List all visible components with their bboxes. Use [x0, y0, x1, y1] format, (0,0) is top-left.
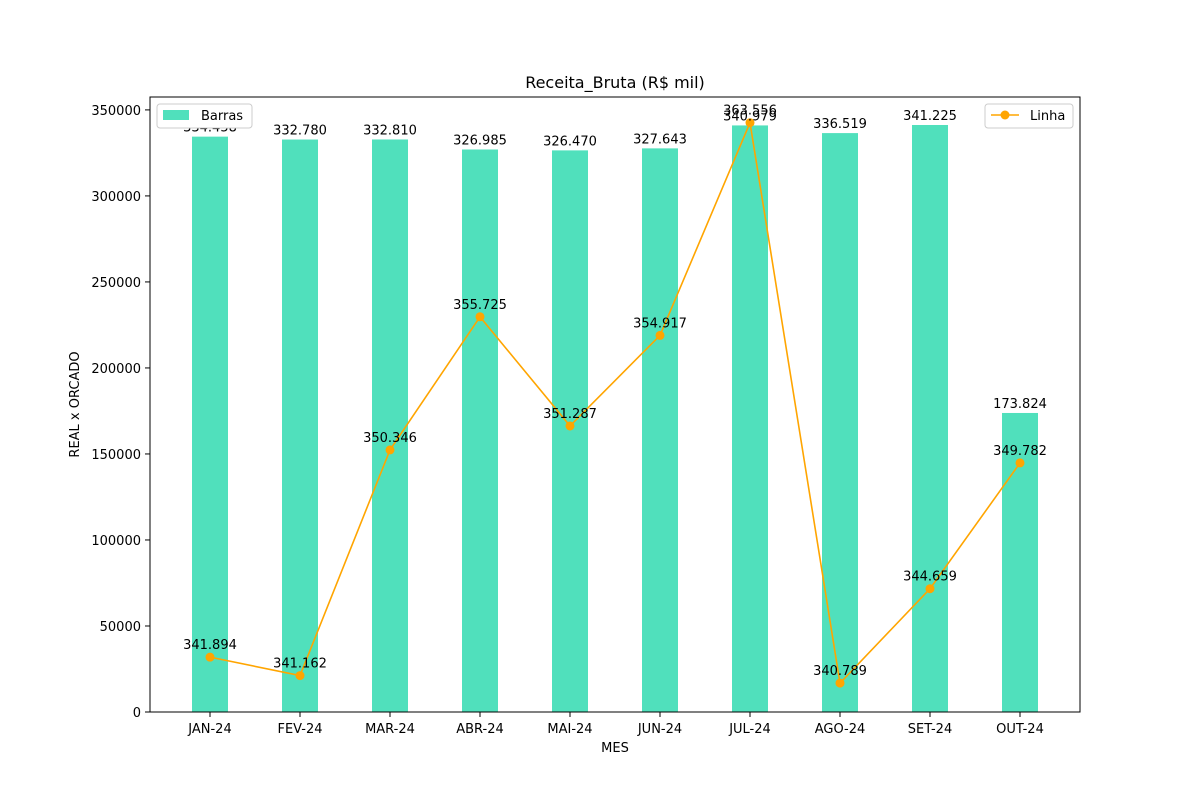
legend-bar-swatch	[163, 110, 189, 120]
bar-label-abr-24: 326.985	[453, 133, 507, 148]
line-label-fev-24: 341.162	[273, 657, 327, 672]
x-tick-label-jun-24: JUN-24	[637, 722, 682, 737]
line-label-jan-24: 341.894	[183, 638, 237, 653]
x-tick-label-jan-24: JAN-24	[187, 722, 231, 737]
bar-label-fev-24: 332.780	[273, 124, 327, 139]
line-label-abr-24: 355.725	[453, 298, 507, 313]
legend-bar-label: Barras	[201, 109, 243, 124]
bar-abr-24	[462, 149, 498, 713]
line-label-out-24: 349.782	[993, 444, 1047, 459]
legend-right: Linha	[984, 103, 1074, 129]
x-axis-title: MES	[601, 741, 629, 756]
x-tick-label-set-24: SET-24	[908, 722, 952, 737]
y-axis-title: REAL x ORCADO	[68, 351, 83, 457]
chart-title: Receita_Bruta (R$ mil)	[525, 73, 705, 93]
legend-line-marker	[1000, 110, 1010, 120]
x-tick-label-jul-24: JUL-24	[728, 722, 771, 737]
bar-jul-24	[732, 125, 768, 713]
bar-label-jul-24: 340.979	[723, 109, 777, 124]
y-tick-label-300000: 300000	[91, 190, 141, 205]
bar-label-ago-24: 336.519	[813, 117, 867, 132]
y-tick-label-200000: 200000	[91, 362, 141, 377]
line-point-abr-24	[475, 312, 485, 322]
line-label-mar-24: 350.346	[363, 431, 417, 446]
bar-jan-24	[192, 136, 228, 713]
bar-fev-24	[282, 139, 318, 712]
legend-line-label: Linha	[1030, 109, 1065, 124]
y-tick-label-100000: 100000	[91, 534, 141, 549]
x-tick-label-out-24: OUT-24	[996, 722, 1044, 737]
bar-ago-24	[822, 133, 858, 712]
line-point-jul-24	[745, 118, 755, 128]
line-label-jul-24: 363.556	[723, 104, 777, 119]
x-tick-label-mai-24: MAI-24	[547, 722, 592, 737]
line-point-jan-24	[205, 652, 215, 662]
x-tick-label-mar-24: MAR-24	[365, 722, 415, 737]
bar-jun-24	[642, 148, 678, 712]
x-tick-label-ago-24: AGO-24	[815, 722, 866, 737]
line-point-jun-24	[655, 330, 665, 340]
line-label-ago-24: 340.789	[813, 664, 867, 679]
y-tick-label-250000: 250000	[91, 276, 141, 291]
line-label-jun-24: 354.917	[633, 316, 687, 331]
y-tick-label-50000: 50000	[100, 620, 141, 635]
x-tick-label-fev-24: FEV-24	[277, 722, 322, 737]
y-tick-label-0: 0	[133, 706, 141, 721]
bar-label-mai-24: 326.470	[543, 134, 597, 149]
bar-mai-24	[552, 150, 588, 713]
legend-left: Barras	[156, 103, 253, 129]
x-axis: JAN-24 FEV-24 MAR-24 ABR-24 MAI-24 JUN-24 JUL-…	[187, 712, 1044, 737]
legend-right-box	[984, 103, 1074, 129]
line-point-ago-24	[835, 678, 845, 688]
line-point-mai-24	[565, 421, 575, 431]
bar-group	[192, 124, 1038, 713]
plot-frame	[149, 96, 1081, 713]
line-point-set-24	[925, 584, 935, 594]
line-series-path	[209, 119, 1021, 685]
line-label-mai-24: 351.287	[543, 407, 597, 422]
line-point-mar-24	[385, 445, 395, 455]
bar-label-jun-24: 327.643	[633, 132, 687, 147]
y-tick-label-150000: 150000	[91, 448, 141, 463]
data-label-group: 334.458332.780332.810326.985326.470327.6…	[183, 104, 1047, 679]
bar-mar-24	[372, 139, 408, 713]
y-axis: 0 50000 100000 150000 200000 250000 300000 3500…	[91, 104, 150, 721]
y-tick-label-350000: 350000	[91, 104, 141, 119]
line-group	[205, 118, 1025, 688]
x-tick-label-abr-24: ABR-24	[456, 722, 504, 737]
bar-label-set-24: 341.225	[903, 109, 957, 124]
line-point-out-24	[1015, 458, 1025, 468]
bar-label-mar-24: 332.810	[363, 123, 417, 138]
line-point-fev-24	[295, 671, 305, 681]
bar-label-out-24: 173.824	[993, 397, 1047, 412]
line-label-set-24: 344.659	[903, 570, 957, 585]
bar-set-24	[912, 124, 948, 712]
